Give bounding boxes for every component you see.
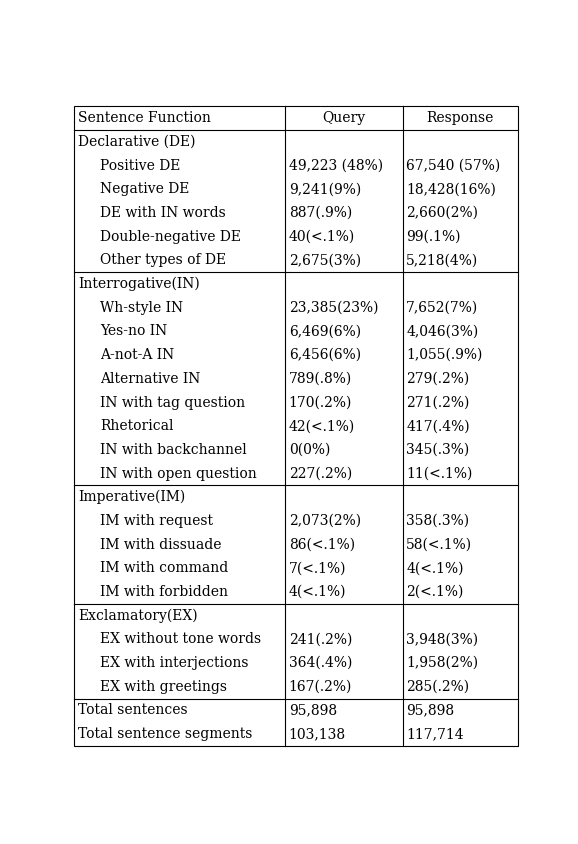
Text: 2,073(2%): 2,073(2%) <box>288 514 361 528</box>
Text: IM with command: IM with command <box>100 561 228 576</box>
Text: 58(<.1%): 58(<.1%) <box>406 538 472 552</box>
Text: 5,218(4%): 5,218(4%) <box>406 253 479 268</box>
Text: 95,898: 95,898 <box>288 703 337 717</box>
Text: 4,046(3%): 4,046(3%) <box>406 324 479 338</box>
Text: 11(<.1%): 11(<.1%) <box>406 467 473 480</box>
Text: IM with forbidden: IM with forbidden <box>100 585 228 599</box>
Text: 358(.3%): 358(.3%) <box>406 514 469 528</box>
Text: Wh-style IN: Wh-style IN <box>100 300 183 315</box>
Text: Declarative (DE): Declarative (DE) <box>78 135 195 149</box>
Text: 2,660(2%): 2,660(2%) <box>406 206 478 220</box>
Text: 241(.2%): 241(.2%) <box>288 632 352 647</box>
Text: 42(<.1%): 42(<.1%) <box>288 419 355 433</box>
Text: 67,540 (57%): 67,540 (57%) <box>406 159 501 173</box>
Text: 99(.1%): 99(.1%) <box>406 230 461 244</box>
Text: Query: Query <box>323 111 365 125</box>
Text: Alternative IN: Alternative IN <box>100 372 201 386</box>
Text: 2(<.1%): 2(<.1%) <box>406 585 464 599</box>
Text: Other types of DE: Other types of DE <box>100 253 227 268</box>
Text: 345(.3%): 345(.3%) <box>406 443 469 457</box>
Text: Negative DE: Negative DE <box>100 182 190 197</box>
Text: 285(.2%): 285(.2%) <box>406 679 469 694</box>
Text: IM with request: IM with request <box>100 514 213 528</box>
Text: Interrogative(IN): Interrogative(IN) <box>78 277 200 291</box>
Text: 49,223 (48%): 49,223 (48%) <box>288 159 383 173</box>
Text: 6,469(6%): 6,469(6%) <box>288 324 361 338</box>
Text: 4(<.1%): 4(<.1%) <box>406 561 464 576</box>
Text: 789(.8%): 789(.8%) <box>288 372 352 386</box>
Text: 7(<.1%): 7(<.1%) <box>288 561 346 576</box>
Text: Rhetorical: Rhetorical <box>100 419 174 433</box>
Text: Exclamatory(EX): Exclamatory(EX) <box>78 609 198 623</box>
Text: 86(<.1%): 86(<.1%) <box>288 538 355 552</box>
Text: 9,241(9%): 9,241(9%) <box>288 182 361 197</box>
Text: 417(.4%): 417(.4%) <box>406 419 470 433</box>
Text: Yes-no IN: Yes-no IN <box>100 324 168 338</box>
Text: 279(.2%): 279(.2%) <box>406 372 469 386</box>
Text: 1,958(2%): 1,958(2%) <box>406 656 479 670</box>
Text: 167(.2%): 167(.2%) <box>288 679 352 694</box>
Text: 227(.2%): 227(.2%) <box>288 467 352 480</box>
Text: IN with backchannel: IN with backchannel <box>100 443 247 457</box>
Text: 4(<.1%): 4(<.1%) <box>288 585 346 599</box>
Text: Total sentence segments: Total sentence segments <box>78 728 253 741</box>
Text: 3,948(3%): 3,948(3%) <box>406 632 479 647</box>
Text: 40(<.1%): 40(<.1%) <box>288 230 355 244</box>
Text: 170(.2%): 170(.2%) <box>288 396 352 409</box>
Text: Double-negative DE: Double-negative DE <box>100 230 241 244</box>
Text: Response: Response <box>427 111 494 125</box>
Text: Imperative(IM): Imperative(IM) <box>78 490 186 505</box>
Text: 103,138: 103,138 <box>288 728 346 741</box>
Text: IM with dissuade: IM with dissuade <box>100 538 222 552</box>
Text: EX with greetings: EX with greetings <box>100 679 227 694</box>
Text: IN with tag question: IN with tag question <box>100 396 246 409</box>
Text: Positive DE: Positive DE <box>100 159 180 173</box>
Text: 95,898: 95,898 <box>406 703 454 717</box>
Text: EX without tone words: EX without tone words <box>100 632 261 647</box>
Text: EX with interjections: EX with interjections <box>100 656 249 670</box>
Text: Total sentences: Total sentences <box>78 703 188 717</box>
Text: 6,456(6%): 6,456(6%) <box>288 349 361 362</box>
Text: 271(.2%): 271(.2%) <box>406 396 469 409</box>
Text: IN with open question: IN with open question <box>100 467 257 480</box>
Text: 887(.9%): 887(.9%) <box>288 206 352 220</box>
Text: A-not-A IN: A-not-A IN <box>100 349 175 362</box>
Text: 117,714: 117,714 <box>406 728 464 741</box>
Text: 364(.4%): 364(.4%) <box>288 656 352 670</box>
Text: 1,055(.9%): 1,055(.9%) <box>406 349 483 362</box>
Text: 23,385(23%): 23,385(23%) <box>288 300 378 315</box>
Text: 18,428(16%): 18,428(16%) <box>406 182 496 197</box>
Text: 7,652(7%): 7,652(7%) <box>406 300 479 315</box>
Text: Sentence Function: Sentence Function <box>78 111 211 125</box>
Text: 2,675(3%): 2,675(3%) <box>288 253 361 268</box>
Text: DE with IN words: DE with IN words <box>100 206 226 220</box>
Text: 0(0%): 0(0%) <box>288 443 330 457</box>
